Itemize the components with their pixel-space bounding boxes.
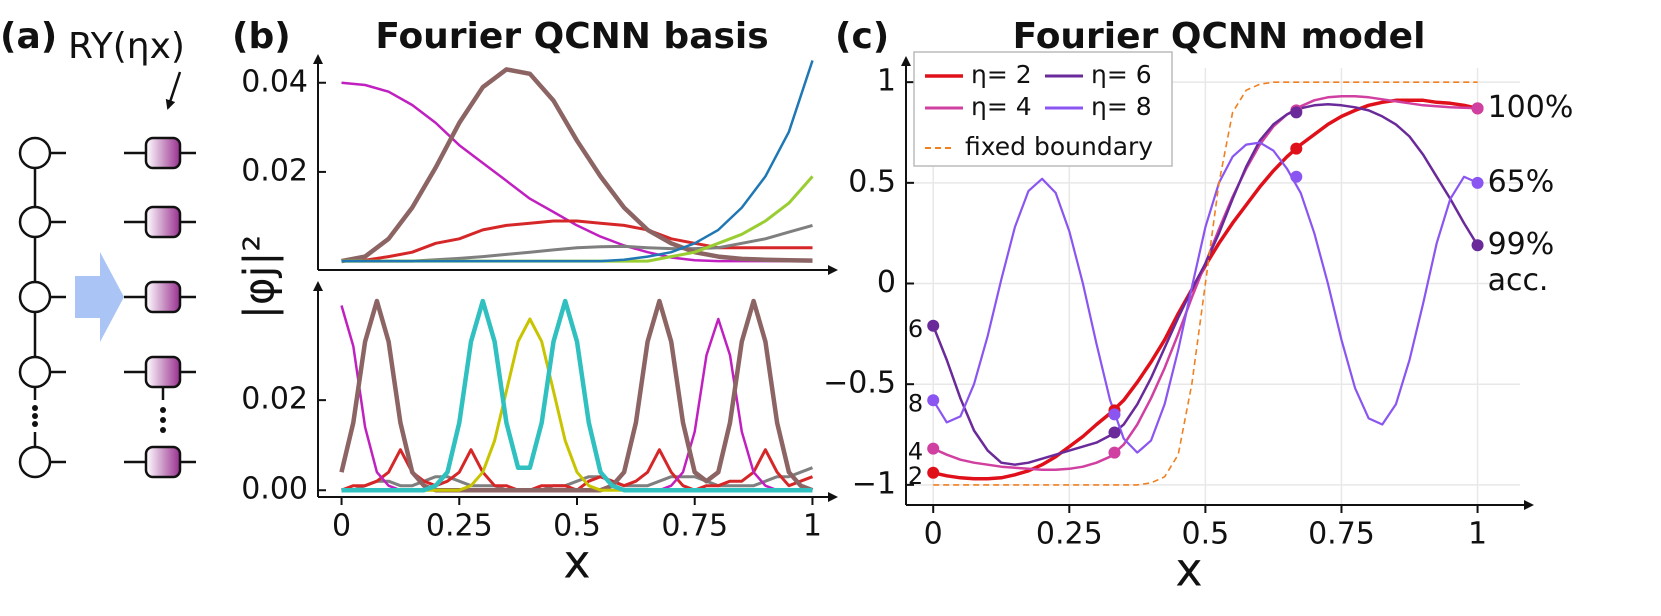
x-tick-label: 0 xyxy=(332,509,351,544)
y-tick-label: 1 xyxy=(877,64,896,99)
x-tick-label: 1 xyxy=(1468,517,1487,552)
series-line xyxy=(341,60,814,263)
x-tick-label: 1 xyxy=(803,509,822,544)
panel-label: (a) xyxy=(0,16,57,57)
legend-label: η= 2 xyxy=(971,60,1032,89)
transform-arrow xyxy=(75,252,124,342)
legend-label: η= 6 xyxy=(1091,60,1152,89)
point-marker xyxy=(1108,408,1121,421)
panel-label: (b) xyxy=(232,16,291,57)
x-axis-label: x xyxy=(1175,543,1202,597)
point-marker xyxy=(1471,239,1484,252)
y-tick-label: 0.02 xyxy=(241,382,308,417)
y-tick-label: −0.5 xyxy=(823,366,896,401)
x-axis-label: x xyxy=(563,535,590,589)
point-marker xyxy=(1108,446,1121,459)
start-label: 2 xyxy=(908,462,923,490)
series-line xyxy=(341,81,813,263)
legend-label: η= 4 xyxy=(971,92,1032,121)
legend-label: η= 8 xyxy=(1091,92,1152,121)
x-tick-label: 0.5 xyxy=(553,509,601,544)
gate-label: RY(ηx) xyxy=(68,26,185,67)
legend-label: fixed boundary xyxy=(965,132,1153,161)
end-label: 99% xyxy=(1488,227,1555,262)
start-label: 4 xyxy=(908,438,923,466)
x-tick-label: 0.75 xyxy=(661,509,728,544)
x-tick-label: 0.25 xyxy=(426,509,493,544)
y-tick-label: −1 xyxy=(852,466,896,501)
point-marker xyxy=(927,319,940,332)
y-tick-label: 0 xyxy=(877,265,896,300)
series-line xyxy=(932,141,1479,454)
series-line xyxy=(933,81,1478,486)
end-label: 65% xyxy=(1488,164,1555,199)
chart-title: Fourier QCNN model xyxy=(1013,16,1426,57)
y-tick-label: 0.00 xyxy=(241,472,308,507)
series-line xyxy=(341,219,813,263)
chart-title: Fourier QCNN basis xyxy=(375,16,768,57)
point-marker xyxy=(1290,170,1303,183)
point-marker xyxy=(1108,426,1121,439)
y-tick-label: 0.02 xyxy=(241,153,308,188)
series-line xyxy=(339,298,814,493)
x-tick-label: 0.5 xyxy=(1182,517,1230,552)
panel-label: (c) xyxy=(835,16,889,57)
point-marker xyxy=(1471,102,1484,115)
point-marker xyxy=(1290,106,1303,119)
series-line xyxy=(341,298,813,493)
point-marker xyxy=(927,466,940,479)
start-label: 8 xyxy=(908,389,923,417)
end-note: acc. xyxy=(1488,263,1549,298)
y-tick-label: 0.5 xyxy=(848,164,896,199)
ellipsis-dots xyxy=(32,405,166,433)
x-tick-label: 0.75 xyxy=(1308,517,1375,552)
start-label: 6 xyxy=(908,315,923,343)
series-line xyxy=(932,103,1479,466)
end-label: 100% xyxy=(1488,90,1574,125)
point-marker xyxy=(1290,142,1303,155)
y-axis-label: |φj|² xyxy=(235,235,284,320)
x-tick-label: 0.25 xyxy=(1036,517,1103,552)
point-marker xyxy=(1471,176,1484,189)
x-tick-label: 0 xyxy=(924,517,943,552)
series-line xyxy=(341,223,813,263)
circuit xyxy=(18,71,196,479)
y-tick-label: 0.04 xyxy=(241,64,308,99)
point-marker xyxy=(927,394,940,407)
series-line xyxy=(341,67,813,264)
point-marker xyxy=(927,442,940,455)
